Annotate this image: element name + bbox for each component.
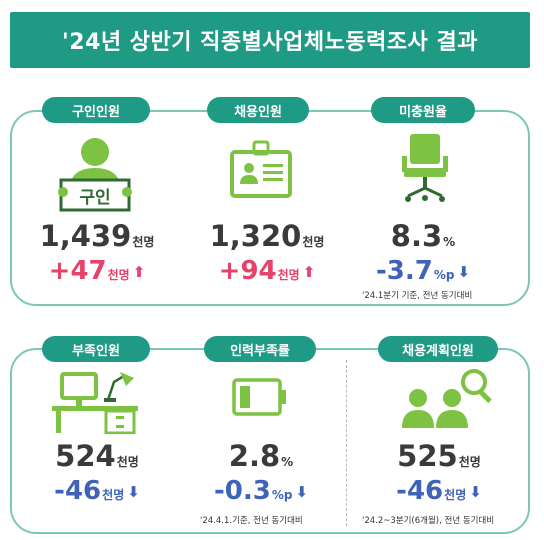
label-shortage-rate: 인력부족률 [204, 336, 316, 362]
office-chair-icon [396, 130, 454, 214]
arrow-down-icon: ⬇ [457, 263, 471, 281]
value-hires: 1,320천명 [209, 219, 325, 253]
change-unfilled-rate: -3.7%p ⬇ [375, 256, 471, 286]
page-title: '24년 상반기 직종별사업체노동력조사 결과 [10, 12, 530, 68]
value-job-openings: 1,439천명 [39, 219, 155, 253]
label-planned-hires: 채용계획인원 [378, 336, 498, 362]
desk-lamp-icon [50, 372, 140, 438]
change-job-openings: +47천명 ⬆ [48, 256, 146, 286]
label-unfilled-rate: 미충원율 [371, 97, 475, 123]
arrow-down-icon: ⬇ [469, 483, 482, 501]
note-unfilled-rate: '24.1분기 기준, 전년 동기대비 [362, 291, 473, 301]
change-shortage: -46천명 ⬇ [54, 476, 140, 506]
label-job-openings: 구인인원 [42, 97, 150, 123]
arrow-down-icon: ⬇ [127, 483, 140, 501]
battery-icon [232, 378, 288, 422]
arrow-up-icon: ⬆ [302, 263, 316, 281]
label-hires: 채용인원 [207, 97, 309, 123]
sign-text: 구인 [79, 188, 110, 208]
note-planned-hires: '24.2~3분기(6개월), 전년 동기대비 [362, 516, 495, 526]
arrow-down-icon: ⬇ [295, 483, 309, 501]
value-shortage: 524천명 [55, 439, 139, 473]
change-shortage-rate: -0.3%p ⬇ [213, 476, 309, 506]
change-planned-hires: -46천명 ⬇ [396, 476, 482, 506]
value-shortage-rate: 2.8% [228, 439, 294, 473]
value-unfilled-rate: 8.3% [390, 219, 456, 253]
label-shortage: 부족인원 [42, 336, 150, 362]
people-search-icon [398, 366, 496, 434]
note-shortage-rate: '24.4.1.기준, 전년 동기대비 [200, 516, 303, 526]
panel-divider [346, 360, 347, 526]
person-holding-sign-icon: 구인 [55, 132, 135, 218]
arrow-up-icon: ⬆ [132, 263, 146, 281]
value-planned-hires: 525천명 [397, 439, 481, 473]
id-badge-icon [228, 140, 294, 206]
change-hires: +94천명 ⬆ [218, 256, 316, 286]
